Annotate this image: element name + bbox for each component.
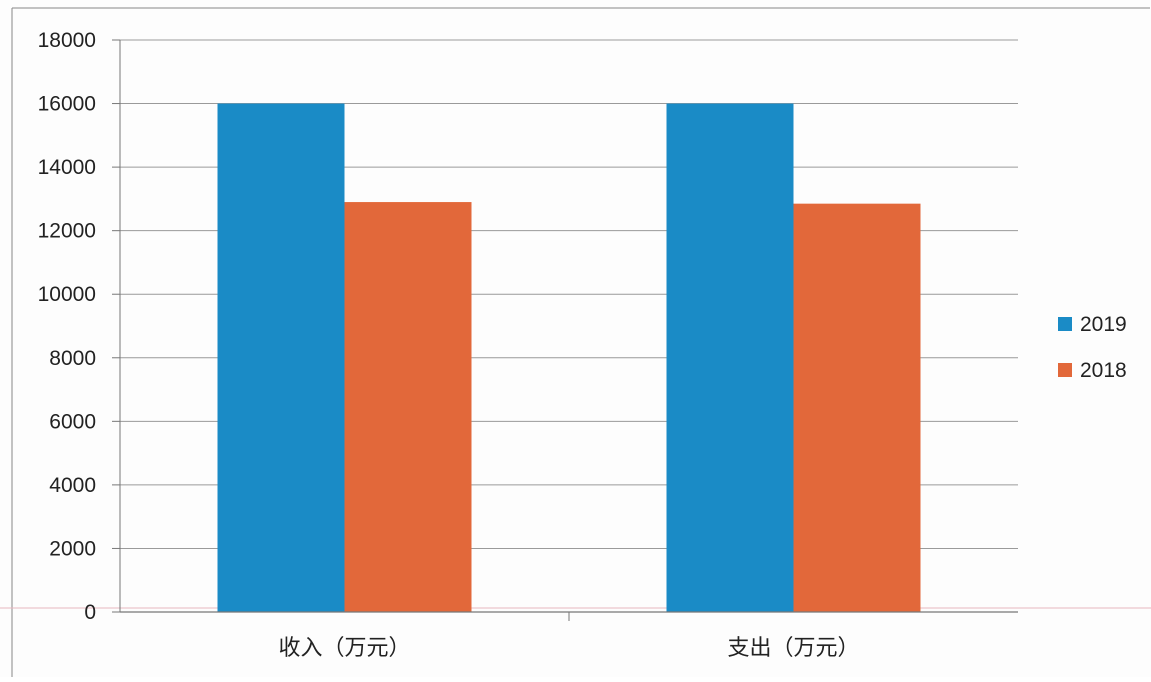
bar-2019 [666, 103, 794, 613]
legend-swatch-2018 [1058, 363, 1072, 377]
bar-2018 [793, 203, 921, 612]
axes: 0 2000 4000 6000 8000 10000 12000 14000 16000 180… [38, 29, 1018, 661]
y-tick-label: 12000 [38, 220, 96, 243]
y-tick-label: 0 [84, 601, 96, 624]
bars [217, 103, 921, 613]
y-tick-label: 4000 [49, 474, 96, 497]
bar-2019 [217, 103, 345, 613]
legend-swatch-2019 [1058, 317, 1072, 331]
y-tick-label: 6000 [49, 410, 96, 433]
legend: 2019 2018 [1058, 313, 1127, 382]
y-tick-label: 14000 [38, 156, 96, 179]
legend-label-2019: 2019 [1080, 313, 1127, 336]
y-tick-label: 16000 [38, 93, 96, 116]
y-tick-label: 2000 [49, 537, 96, 560]
legend-label-2018: 2018 [1080, 359, 1127, 382]
y-tick-label: 10000 [38, 283, 96, 306]
bar-2018 [344, 202, 472, 613]
x-category-label: 收入（万元） [278, 636, 410, 661]
x-category-label: 支出（万元） [727, 636, 859, 661]
y-tick-label: 18000 [38, 29, 96, 52]
y-tick-label: 8000 [49, 347, 96, 370]
